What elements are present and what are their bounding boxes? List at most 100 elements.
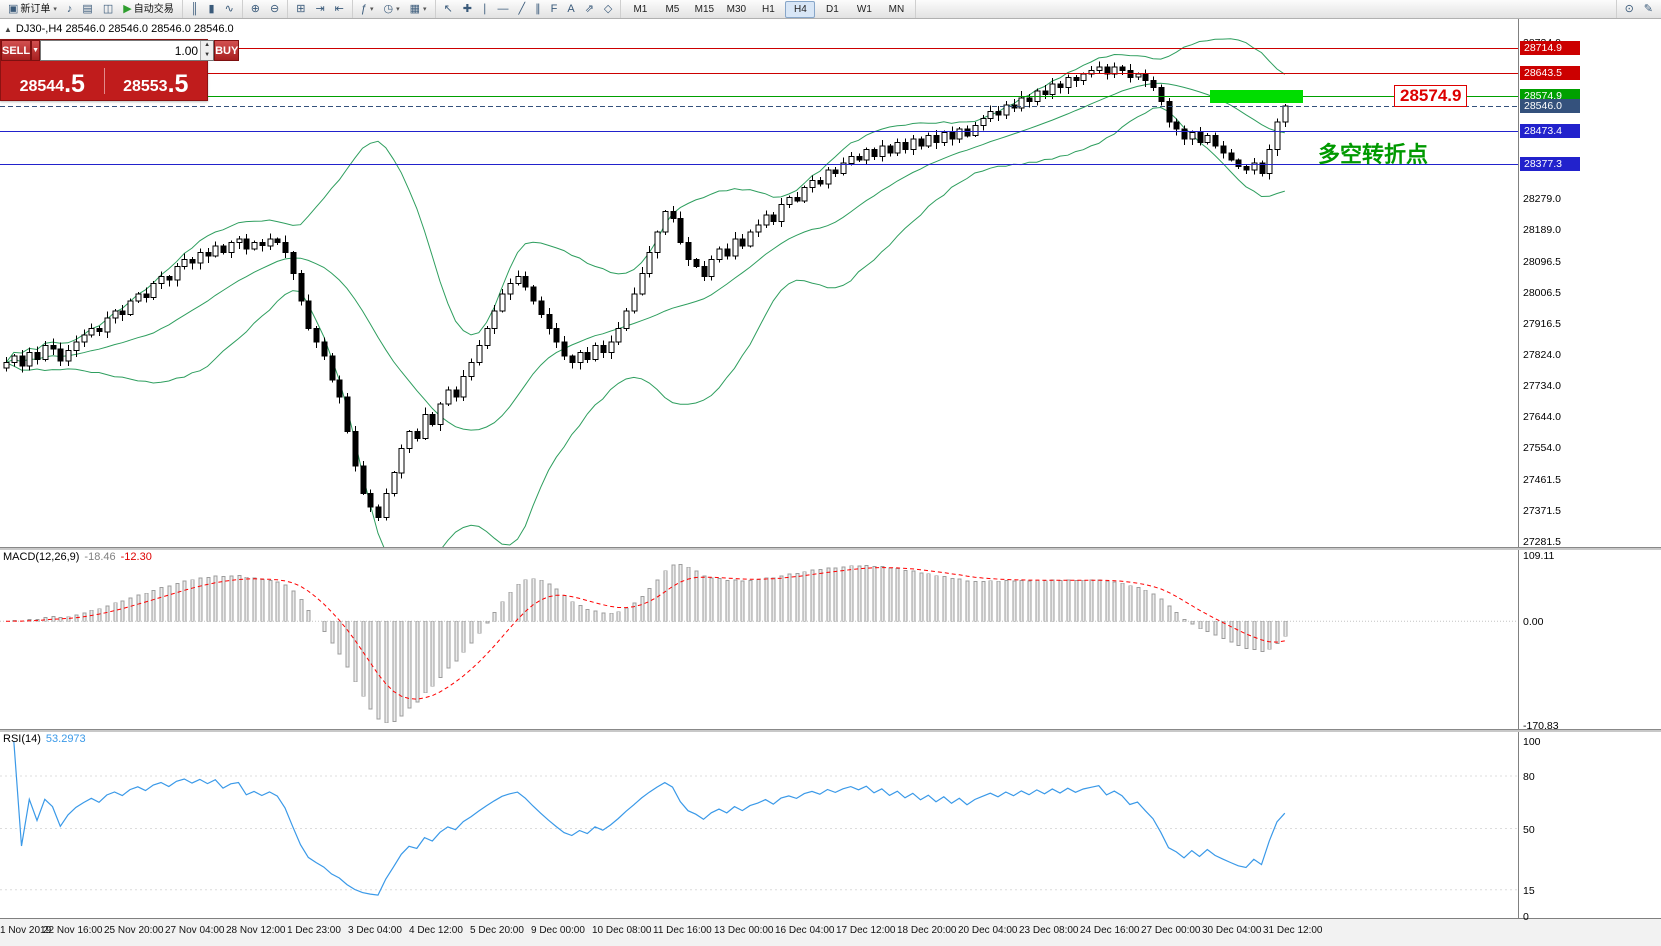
zoom-in-button[interactable]: ⊕ xyxy=(247,1,264,18)
timeframe-mn-button[interactable]: MN xyxy=(888,3,905,15)
price-scale-tick: 27824.0 xyxy=(1523,349,1561,362)
time-axis-label: 3 Dec 04:00 xyxy=(348,925,402,936)
collapse-arrow-icon[interactable]: ▲ xyxy=(4,25,12,34)
sound-alert-button[interactable]: ♪ xyxy=(63,1,77,18)
panel-splitter-rsi[interactable] xyxy=(0,729,1661,732)
tile-windows-button[interactable]: ⊞ xyxy=(292,1,309,18)
price-scale-tick: 27461.5 xyxy=(1523,474,1561,487)
panel-splitter-macd[interactable] xyxy=(0,547,1661,550)
price-level-label: 28546.0 xyxy=(1520,99,1580,114)
text-button[interactable]: A xyxy=(563,1,578,18)
timeframe-d1-button[interactable]: D1 xyxy=(825,3,839,15)
sell-price[interactable]: 28544.5 xyxy=(1,69,104,98)
sound-icon: ♪ xyxy=(66,2,73,15)
time-axis-label: 16 Dec 04:00 xyxy=(775,925,835,936)
chevron-down-icon: ▾ xyxy=(370,5,374,13)
chart-window: ▲ DJ30-,H4 28546.0 28546.0 28546.0 28546.… xyxy=(0,19,1661,946)
volume-dropdown-button[interactable]: ▼ xyxy=(31,40,41,61)
buy-price[interactable]: 28553.5 xyxy=(105,71,208,98)
price-scale-tick: 27916.5 xyxy=(1523,317,1561,330)
main-toolbar: ▣ 新订单 ▾ ♪ ▤ ◫ ▶ 自动交易 ║ ▮ ∿ ⊕ ⊖ ⊞ ⇥ ⇤ ƒ ▾ ◷ ▾ ▦ ▾ ↖ ✚ ∣ ― ╱ ∥ F A ⇗ ◇ M1 M… xyxy=(0,0,1661,19)
auto-scroll-icon: ⇥ xyxy=(315,2,325,15)
zoom-out-button[interactable]: ⊖ xyxy=(266,1,283,18)
rsi-indicator-label: RSI(14) 53.2973 xyxy=(3,733,86,745)
macd-signal-value: -12.30 xyxy=(120,551,152,563)
clock-icon: ◷ xyxy=(383,2,394,15)
price-divider xyxy=(103,68,105,94)
chevron-down-icon: ▾ xyxy=(423,5,427,13)
market-watch-button[interactable]: ▤ xyxy=(78,1,96,18)
auto-trading-button-label: 自动交易 xyxy=(133,3,174,15)
time-axis-label: 31 Dec 12:00 xyxy=(1263,925,1323,936)
sell-price-fraction: .5 xyxy=(64,69,85,98)
price-level-label: 28643.5 xyxy=(1520,65,1580,80)
time-axis-label: 27 Nov 04:00 xyxy=(165,925,225,936)
trendline-button[interactable]: ╱ xyxy=(515,1,530,18)
templates-button[interactable]: ▦ ▾ xyxy=(406,1,431,18)
timeframe-m30-button[interactable]: M30 xyxy=(726,3,747,15)
vertical-line-button[interactable]: ∣ xyxy=(478,1,492,18)
timeframe-m15-button[interactable]: M15 xyxy=(694,3,715,15)
shapes-button[interactable]: ◇ xyxy=(600,1,616,18)
macd-scale-label: -170.83 xyxy=(1523,720,1559,732)
candlestick-chart-button[interactable]: ▮ xyxy=(205,1,219,18)
auto-scroll-button[interactable]: ⇥ xyxy=(311,1,328,18)
time-axis-label: 23 Dec 08:00 xyxy=(1019,925,1079,936)
arrows-button[interactable]: ⇗ xyxy=(581,1,598,18)
annotation-text[interactable]: 多空转折点 xyxy=(1318,142,1429,167)
market-watch-icon: ▤ xyxy=(82,2,93,15)
timeframe-h1-button[interactable]: H1 xyxy=(761,3,775,15)
time-axis-label: 17 Dec 12:00 xyxy=(836,925,896,936)
vertical-line-icon: ∣ xyxy=(482,2,488,15)
crosshair-button[interactable]: ✚ xyxy=(459,1,476,18)
time-axis-label: 27 Dec 00:00 xyxy=(1141,925,1201,936)
timeframe-w1-button[interactable]: W1 xyxy=(856,3,872,15)
auto-trading-button[interactable]: ▶ 自动交易 xyxy=(119,1,177,18)
play-icon: ▶ xyxy=(123,2,132,15)
arrow-icon: ⇗ xyxy=(584,2,594,15)
timeframe-h4-button[interactable]: H4 xyxy=(785,0,816,18)
fibonacci-button[interactable]: F xyxy=(547,1,562,18)
horizontal-line-button[interactable]: ― xyxy=(494,1,513,18)
price-chart-canvas[interactable] xyxy=(0,19,1661,945)
buy-button[interactable]: BUY xyxy=(214,40,240,61)
highlight-rectangle[interactable] xyxy=(1210,90,1303,103)
timeframe-m1-button[interactable]: M1 xyxy=(633,3,648,15)
price-scale-tick: 27644.0 xyxy=(1523,411,1561,424)
price-scale-tick: 27371.5 xyxy=(1523,505,1561,518)
search-button[interactable]: ⊙ xyxy=(1621,1,1638,18)
time-axis-label: 18 Dec 20:00 xyxy=(897,925,957,936)
price-tag-label[interactable]: 28574.9 xyxy=(1394,85,1468,107)
channel-button[interactable]: ∥ xyxy=(531,1,545,18)
price-scale-tick: 28189.0 xyxy=(1523,223,1561,236)
time-axis-label: 9 Dec 00:00 xyxy=(531,925,585,936)
rsi-scale-label: 100 xyxy=(1523,736,1541,748)
indicators-button[interactable]: ƒ ▾ xyxy=(357,1,378,18)
chart-shift-button[interactable]: ⇤ xyxy=(331,1,348,18)
trade-panel-prices: 28544.5 28553.5 xyxy=(1,61,207,98)
toolbar-group-objects: ƒ ▾ ◷ ▾ ▦ ▾ xyxy=(353,0,436,18)
shapes-icon: ◇ xyxy=(603,2,613,15)
edit-button[interactable]: ✎ xyxy=(1640,1,1657,18)
spinner-up-icon[interactable]: ▲ xyxy=(201,41,214,51)
spinner-down-icon[interactable]: ▼ xyxy=(201,50,214,60)
macd-name: MACD(12,26,9) xyxy=(3,551,80,563)
timeframe-m5-button[interactable]: M5 xyxy=(665,3,680,15)
line-chart-button[interactable]: ∿ xyxy=(221,1,238,18)
volume-input[interactable] xyxy=(41,41,201,60)
text-icon: A xyxy=(567,2,575,15)
time-axis-label: 10 Dec 08:00 xyxy=(592,925,652,936)
periods-button[interactable]: ◷ ▾ xyxy=(380,1,404,18)
bar-chart-button[interactable]: ║ xyxy=(187,1,203,18)
new-order-button[interactable]: ▣ 新订单 ▾ xyxy=(4,1,61,18)
time-axis-label: 25 Nov 20:00 xyxy=(104,925,164,936)
terminal-window-icon: ◫ xyxy=(102,2,114,15)
time-axis[interactable] xyxy=(0,918,1661,946)
symbol-info: ▲ DJ30-,H4 28546.0 28546.0 28546.0 28546.… xyxy=(4,23,234,35)
terminal-button[interactable]: ◫ xyxy=(99,1,117,18)
line-chart-icon: ∿ xyxy=(224,2,234,15)
cursor-button[interactable]: ↖ xyxy=(440,1,457,18)
horizontal-line-icon: ― xyxy=(497,2,509,15)
sell-button[interactable]: SELL xyxy=(1,40,32,61)
macd-scale-label: 0.00 xyxy=(1523,616,1544,629)
